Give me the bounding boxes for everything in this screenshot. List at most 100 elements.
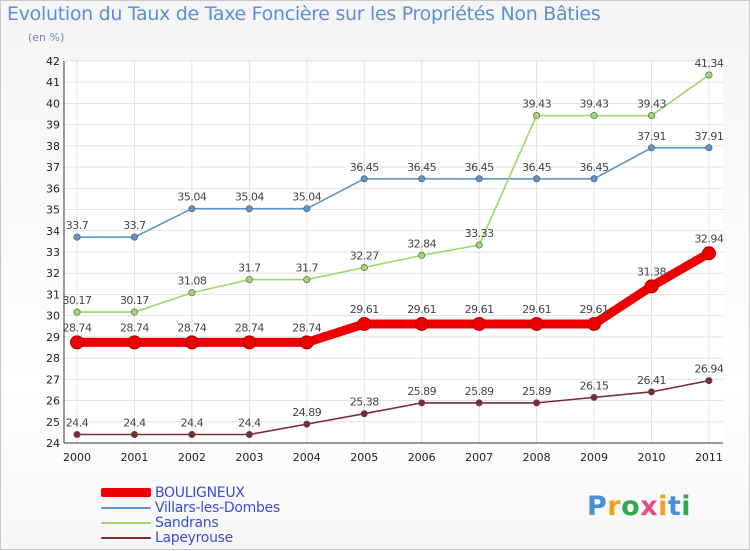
data-point (647, 112, 655, 120)
data-point (188, 205, 196, 213)
data-label: 25.89 (465, 385, 494, 398)
data-point (705, 144, 713, 152)
data-point (130, 308, 138, 316)
x-tick-label: 2010 (638, 451, 666, 464)
y-tick-label: 24 (46, 437, 60, 450)
legend-label: Lapeyrouse (155, 529, 233, 546)
data-point (73, 233, 81, 241)
legend-item: Villars-les-Dombes (101, 499, 280, 516)
data-label: 31.08 (177, 275, 206, 288)
data-point (73, 308, 81, 316)
data-label: 28.74 (235, 321, 264, 334)
logo-letter: r (607, 491, 622, 522)
data-label: 33.7 (66, 219, 89, 232)
data-label: 31.38 (637, 265, 666, 278)
data-label: 41.34 (694, 57, 723, 70)
data-label: 39.43 (522, 98, 551, 111)
data-point (701, 246, 716, 261)
data-label: 28.74 (292, 321, 321, 334)
series-bouligneux: 28.74 28.74 28.74 28.74 28.74 29.61 29.61 29.61… (63, 232, 724, 350)
data-label: 39.43 (580, 98, 609, 111)
data-point (70, 335, 84, 350)
y-tick-label: 25 (46, 416, 60, 429)
data-label: 36.45 (350, 161, 379, 174)
legend-item: Lapeyrouse (101, 529, 280, 546)
x-tick-label: 2002 (178, 451, 206, 464)
legend-item: Sandrans (101, 515, 280, 531)
series-line-sandrans (76, 74, 710, 313)
data-point (647, 388, 655, 396)
data-point (130, 431, 138, 439)
x-tick-label: 2007 (465, 451, 493, 464)
data-point (184, 335, 199, 350)
data-point (245, 205, 253, 213)
data-label: 36.45 (580, 161, 609, 174)
data-point (590, 112, 598, 120)
series-line-bouligneux (72, 248, 714, 347)
series-line-lapeyrouse (76, 379, 710, 436)
y-tick-label: 38 (46, 140, 60, 153)
data-point (127, 335, 142, 350)
series-lapeyrouse: 24.4 24.4 24.4 24.4 24.89 25.38 25.89 25.89 25.8… (66, 363, 724, 439)
data-label: 36.45 (465, 161, 494, 174)
x-tick-label: 2001 (120, 451, 148, 464)
data-point (705, 71, 713, 79)
data-label: 24.4 (123, 417, 146, 430)
data-label: 24.89 (292, 406, 321, 419)
data-point (360, 175, 368, 183)
data-point (705, 377, 713, 385)
data-label: 29.61 (407, 303, 436, 316)
data-label: 36.45 (407, 161, 436, 174)
data-point (360, 410, 368, 418)
data-point (533, 175, 541, 183)
data-point (414, 316, 429, 331)
data-point (472, 316, 487, 331)
data-point (360, 263, 368, 271)
data-point (357, 316, 372, 331)
data-point (647, 144, 655, 152)
data-label: 24.4 (181, 417, 204, 430)
data-label: 29.61 (465, 303, 494, 316)
y-tick-label: 36 (46, 182, 60, 195)
proxiti-logo: Proxiti (587, 491, 691, 522)
data-point (590, 393, 598, 401)
data-label: 33.33 (465, 227, 494, 240)
y-tick-label: 29 (46, 331, 60, 344)
data-point (529, 316, 544, 331)
data-point (303, 420, 311, 428)
data-label: 24.4 (66, 417, 89, 430)
data-point (303, 276, 311, 284)
x-tick-label: 2011 (695, 451, 723, 464)
y-tick-label: 26 (46, 395, 60, 408)
data-label: 26.94 (694, 363, 723, 376)
data-label: 36.45 (522, 161, 551, 174)
legend-swatch (101, 521, 151, 524)
data-label: 25.38 (350, 396, 379, 409)
y-tick-label: 40 (46, 97, 60, 110)
data-label: 31.7 (296, 262, 319, 275)
logo-letter: i (658, 491, 668, 522)
x-tick-label: 2008 (523, 451, 551, 464)
y-tick-label: 34 (46, 225, 60, 238)
data-point (418, 251, 426, 259)
data-point (475, 241, 483, 249)
data-label: 29.61 (522, 303, 551, 316)
data-point (533, 399, 541, 407)
legend-label: Villars-les-Dombes (155, 499, 280, 516)
data-label: 28.74 (120, 321, 149, 334)
data-point (533, 112, 541, 120)
y-tick-label: 31 (46, 288, 60, 301)
data-point (188, 431, 196, 439)
data-label: 29.61 (580, 303, 609, 316)
data-label: 26.41 (637, 374, 666, 387)
x-tick-label: 2000 (63, 451, 91, 464)
data-point (587, 316, 602, 331)
data-point (418, 175, 426, 183)
data-point (418, 399, 426, 407)
y-tick-label: 37 (46, 161, 60, 174)
logo-letter: P (587, 491, 608, 522)
logo-letter: t (667, 491, 682, 522)
data-label: 29.61 (350, 303, 379, 316)
